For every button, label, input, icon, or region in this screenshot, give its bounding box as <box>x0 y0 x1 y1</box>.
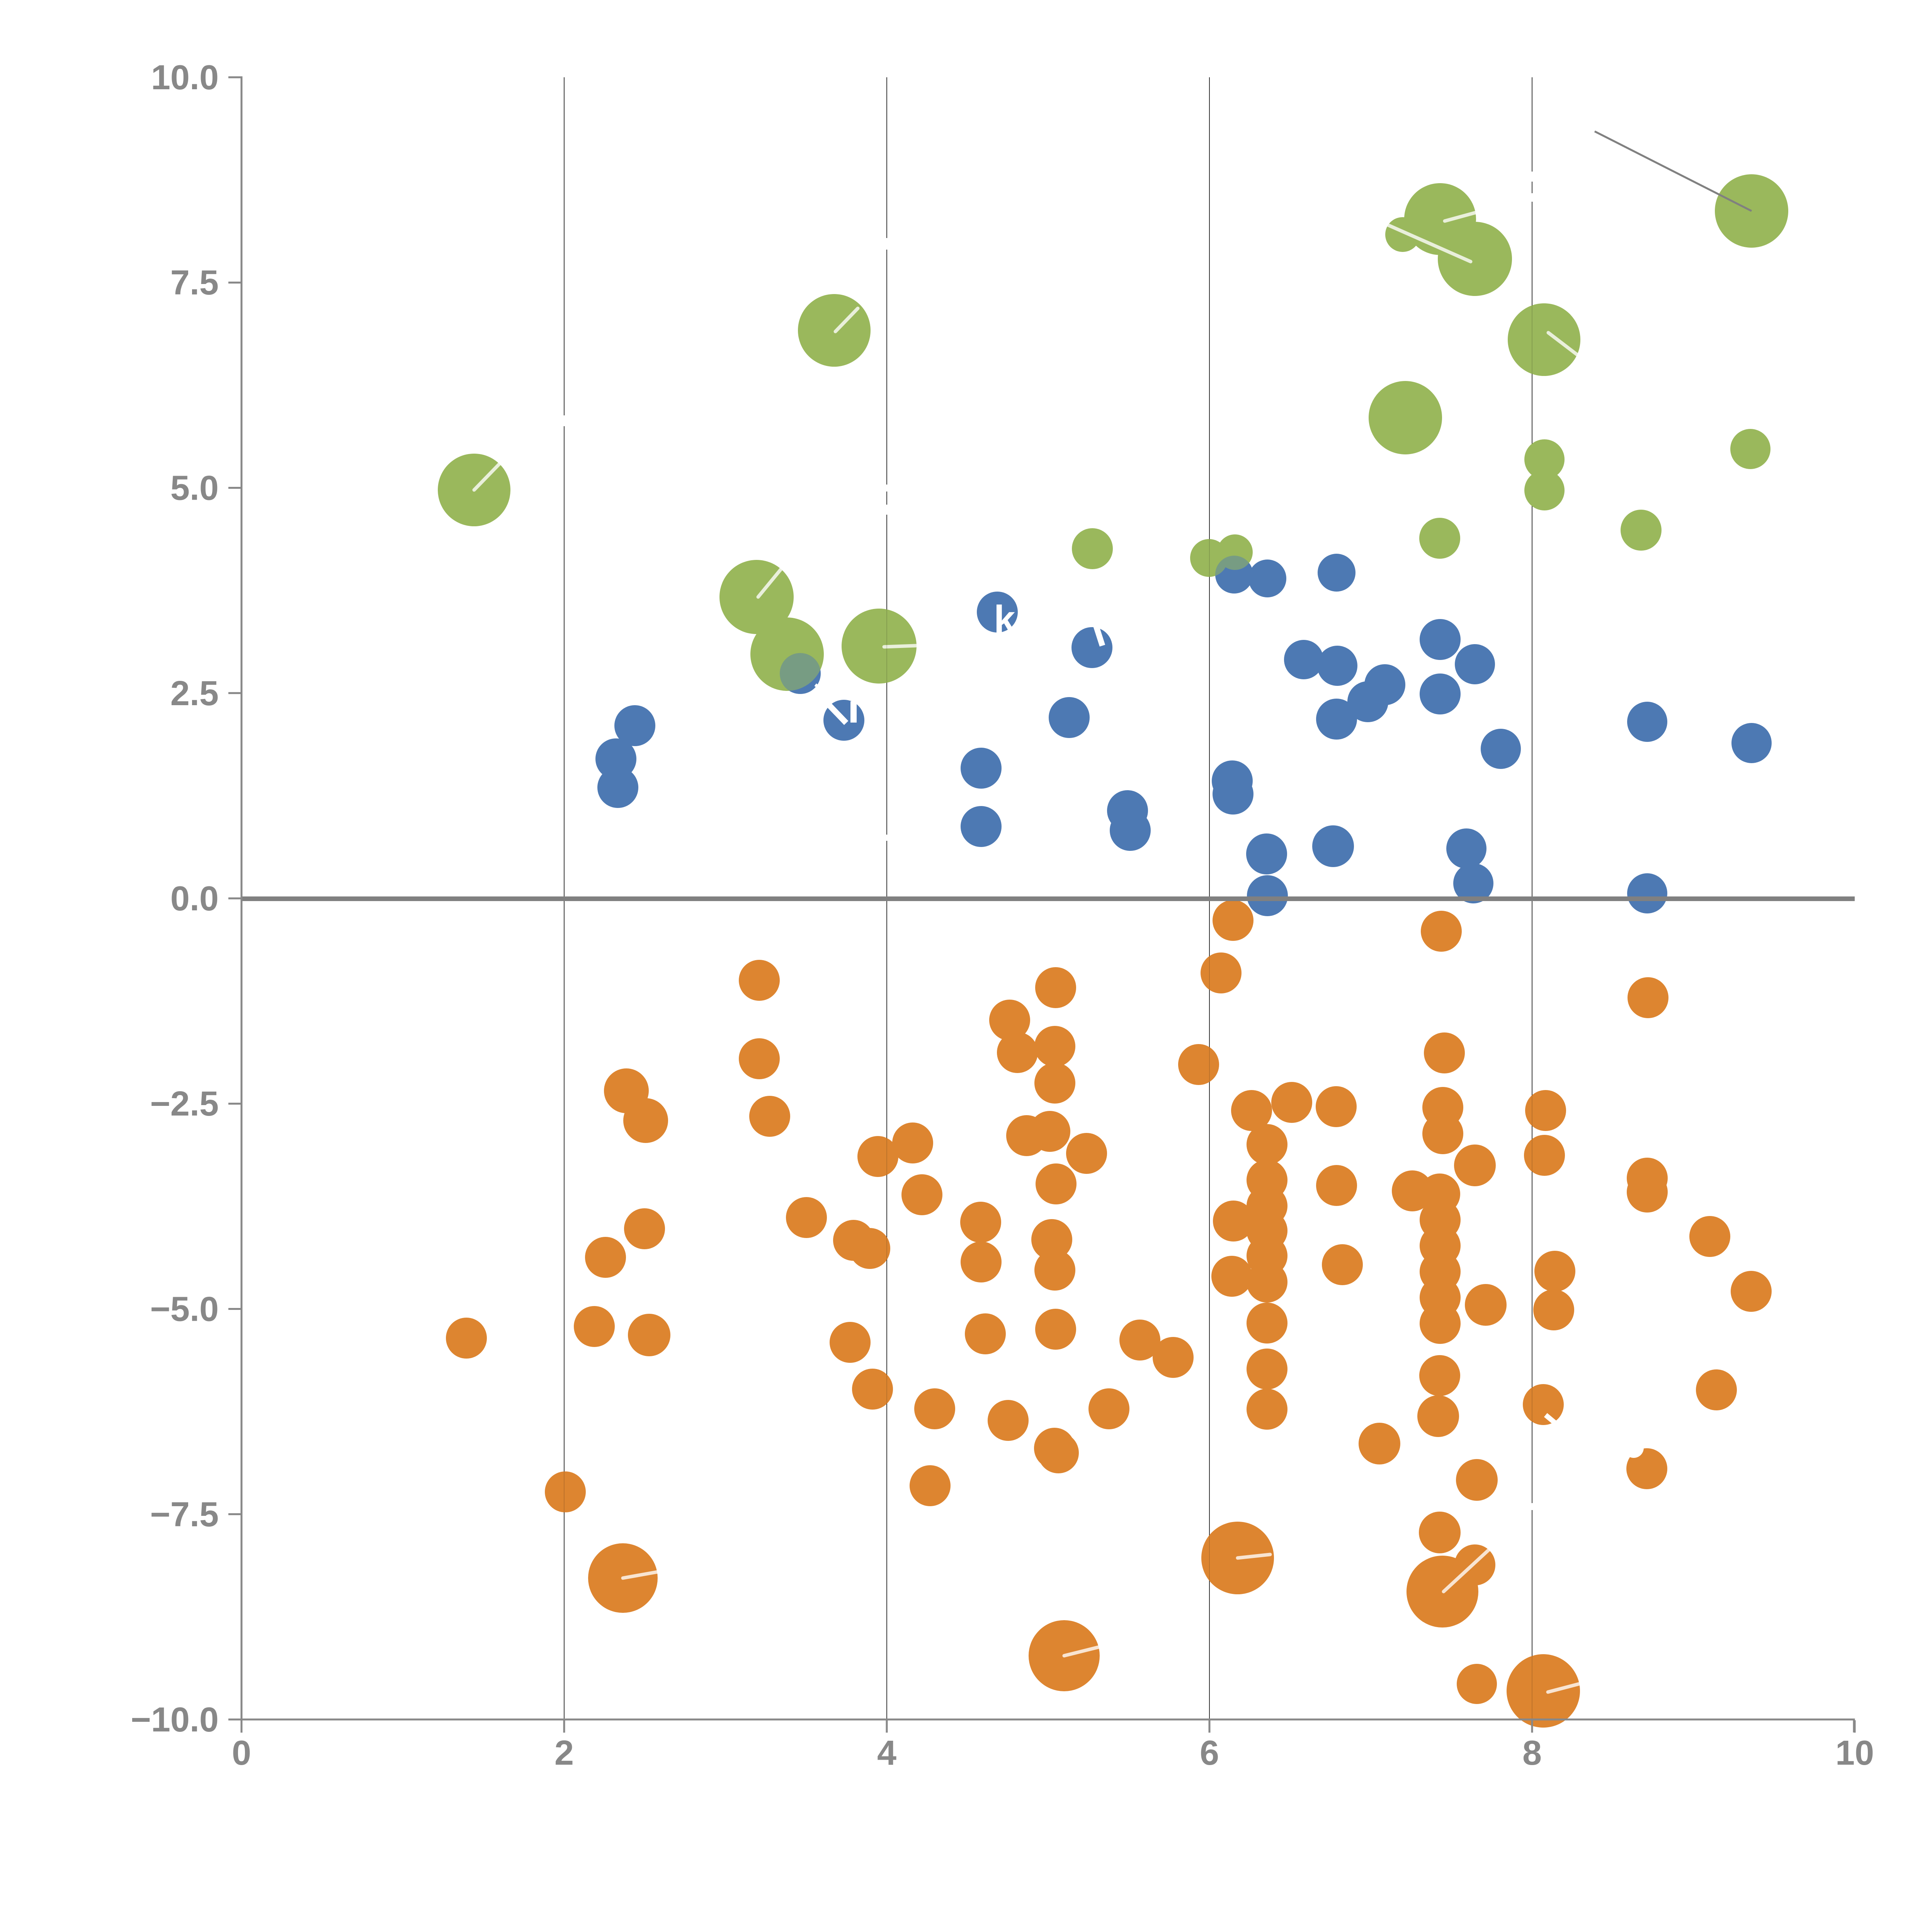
svg-text:0: 0 <box>232 1734 251 1772</box>
svg-text:−5.0: −5.0 <box>150 1290 219 1329</box>
svg-text:−10.0: −10.0 <box>131 1701 219 1739</box>
svg-text:2.5: 2.5 <box>170 674 219 713</box>
svg-text:4: 4 <box>877 1734 896 1772</box>
svg-text:5.0: 5.0 <box>170 469 219 508</box>
svg-text:−2.5: −2.5 <box>150 1085 219 1123</box>
svg-text:6: 6 <box>1200 1734 1219 1772</box>
svg-text:0.0: 0.0 <box>170 879 219 918</box>
svg-text:7.5: 7.5 <box>170 264 219 302</box>
svg-text:10: 10 <box>1835 1734 1874 1772</box>
svg-text:2: 2 <box>554 1734 574 1772</box>
svg-text:8: 8 <box>1522 1734 1542 1772</box>
svg-text:10.0: 10.0 <box>151 58 219 97</box>
svg-text:−7.5: −7.5 <box>150 1495 219 1534</box>
svg-text:k: k <box>994 598 1015 641</box>
